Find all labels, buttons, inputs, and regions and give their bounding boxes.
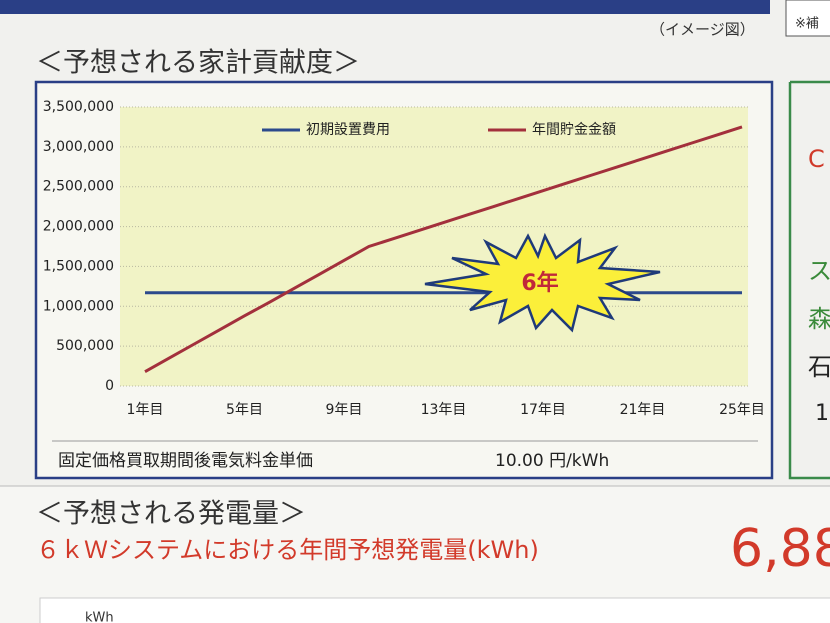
generation-value: 6,88 [730, 519, 830, 579]
right-fragment: ス [808, 257, 830, 285]
y-tick-label: 0 [105, 378, 114, 394]
y-tick-label: 2,000,000 [43, 219, 114, 235]
annotation: 6年 [521, 270, 558, 296]
x-tick-label: 25年目 [719, 402, 765, 418]
right-fragment: 石 [808, 353, 830, 381]
starburst [424, 232, 661, 333]
legend-label: 初期設置費用 [306, 121, 390, 138]
footer-value: 10.00 円/kWh [495, 451, 609, 471]
x-tick-label: 5年目 [226, 402, 263, 418]
section-title: ＜予想される発電量＞ [36, 499, 306, 530]
chart: 0 500,000 1,000,000 1,500,000 2,000,000 2,500… [43, 99, 765, 418]
x-tick-label: 13年目 [421, 402, 467, 418]
y-tick-label: 3,500,000 [43, 99, 114, 115]
y-tick-label: 1,000,000 [43, 298, 114, 314]
x-tick-label: 9年目 [326, 402, 363, 418]
y-tick-label: 1,500,000 [43, 258, 114, 274]
series-line [144, 125, 743, 373]
image-note: （イメージ図） [650, 21, 755, 39]
section-subtitle: ６ｋＷシステムにおける年間予想発電量(kWh) [36, 536, 539, 564]
footer-label: 固定価格買取期間後電気料金単価 [58, 451, 313, 471]
x-tick-label: 1年目 [127, 402, 164, 418]
top-image [0, 0, 770, 14]
x-tick-label: 21年目 [620, 402, 666, 418]
right-fragment: C [808, 145, 825, 173]
right-fragment: 1 [815, 401, 829, 426]
plot-area [120, 107, 748, 386]
bottom-box [39, 597, 830, 623]
y-tick-label: 500,000 [56, 338, 114, 354]
side-note: ※補 [795, 17, 819, 32]
y-tick-label: 2,500,000 [43, 179, 114, 195]
section-title: ＜予想される家計貢献度＞ [36, 48, 360, 79]
side-box [785, 0, 830, 37]
bottom-fragment: kWh [85, 611, 114, 623]
legend-label: 年間貯金金額 [532, 122, 616, 138]
y-tick-label: 3,000,000 [43, 139, 114, 155]
right-box [788, 80, 830, 480]
x-tick-label: 17年目 [520, 402, 566, 418]
right-fragment: 森 [808, 305, 830, 333]
